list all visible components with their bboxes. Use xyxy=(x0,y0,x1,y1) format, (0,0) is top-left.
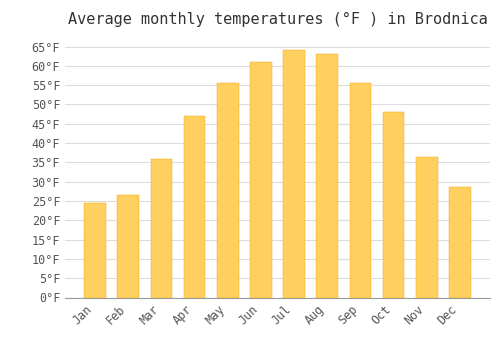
Bar xyxy=(217,83,238,298)
Bar xyxy=(316,54,338,298)
Bar xyxy=(250,62,272,298)
Title: Average monthly temperatures (°F ) in Brodnica: Average monthly temperatures (°F ) in Br… xyxy=(68,12,488,27)
Bar xyxy=(449,188,470,298)
Bar xyxy=(350,83,371,298)
Bar xyxy=(184,116,206,298)
Bar xyxy=(383,112,404,298)
Bar xyxy=(284,50,305,298)
Bar xyxy=(150,159,172,298)
Bar xyxy=(84,203,106,298)
Bar xyxy=(416,156,438,298)
Bar xyxy=(118,195,139,298)
